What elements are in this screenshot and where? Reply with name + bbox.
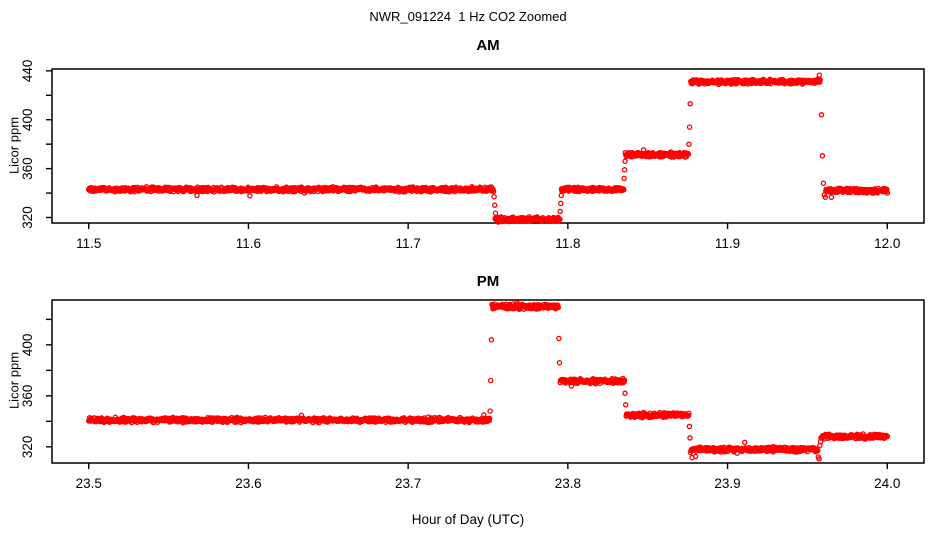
x-tick-label: 24.0 [874,476,900,491]
y-tick-label: 440 [20,60,35,83]
x-tick-label: 11.6 [236,236,261,251]
plot-box [51,299,925,464]
transition-point [622,402,629,408]
transition-point [686,141,692,147]
transition-point [491,193,497,200]
transition-point [820,180,827,187]
transition-point [488,337,495,343]
x-tick-label: 12.0 [874,236,900,251]
x-tick-label: 23.9 [714,476,740,491]
transition-point [556,335,562,342]
x-tick-label: 23.7 [395,476,421,491]
x-axis-label: Hour of Day (UTC) [411,512,525,527]
transition-point [687,101,693,107]
pm-plot: 23.5 23.6 23.7 23.8 23.9 24.0 320 360 400 [20,299,925,491]
transition-point [817,438,824,445]
transition-point [822,194,829,201]
transition-point [686,423,693,430]
transition-point [621,175,627,182]
transition-point [622,390,628,397]
transition-point [687,449,694,456]
transition-point [686,124,693,130]
y-tick-label: 360 [20,157,35,180]
y-axis-ticks: 320 360 400 [20,318,52,459]
transition-point [818,112,825,118]
am-plot: 11.5 11.6 11.7 11.8 11.9 12.0 320 360 400 440 [20,60,925,251]
x-axis-ticks: 23.5 23.6 23.7 23.8 23.9 24.0 [76,463,900,491]
x-tick-label: 11.5 [76,236,101,251]
transition-point [622,158,628,165]
y-tick-label: 320 [20,436,35,459]
transition-point [491,202,498,209]
x-tick-label: 23.6 [235,476,261,491]
panel-title-pm: PM [476,273,500,290]
panel-title-am: AM [476,37,500,54]
x-tick-label: 11.7 [396,236,421,251]
figure-title: NWR_091224 1 Hz CO2 Zoomed [369,9,567,24]
transition-point [828,194,835,201]
transition-point [487,377,494,384]
transition-point [558,200,564,207]
transition-point [687,435,693,441]
plot-box [51,68,925,224]
transition-point [492,210,499,216]
transition-point [557,208,563,215]
y-tick-label: 400 [20,108,35,131]
x-axis-ticks: 11.5 11.6 11.7 11.8 11.9 12.0 [76,223,900,251]
x-tick-label: 11.9 [715,236,740,251]
transition-point [487,408,493,414]
x-tick-label: 23.5 [76,476,102,491]
transition-point [556,359,563,366]
y-axis-ticks: 320 360 400 440 [20,60,52,229]
data-points [85,300,891,462]
transition-point [816,72,823,78]
data-points [85,72,891,225]
transition-point [558,192,565,199]
y-tick-label: 400 [20,334,35,357]
x-tick-label: 23.8 [555,476,581,491]
transition-point [819,153,826,159]
transition-point [692,453,699,460]
transition-point [621,167,628,173]
y-tick-label: 360 [20,385,35,408]
x-tick-label: 11.8 [555,236,580,251]
y-tick-label: 320 [20,206,35,229]
transition-point [816,456,822,462]
